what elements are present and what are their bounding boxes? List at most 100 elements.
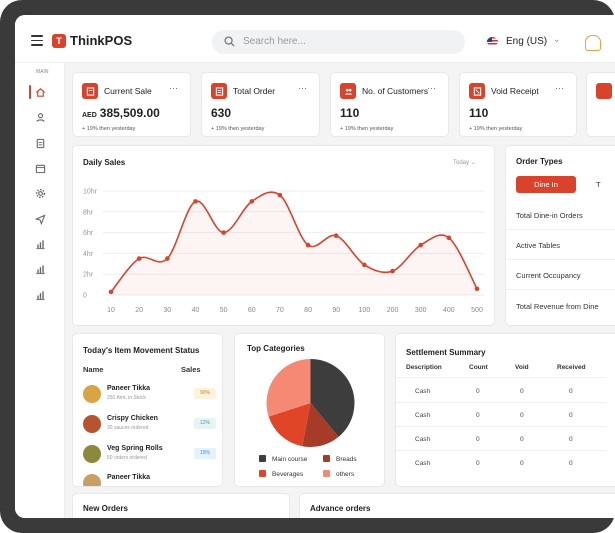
data-point[interactable] <box>193 199 198 204</box>
divider <box>396 377 606 378</box>
item-sub: 250 Amt. in Stock <box>107 395 146 401</box>
x-tick-label: 80 <box>304 307 312 314</box>
table-cell: 0 <box>476 460 480 467</box>
pie-slice[interactable] <box>268 403 311 447</box>
table-cell: 0 <box>476 412 480 419</box>
stat-title: Void Receipt <box>491 86 539 96</box>
data-point[interactable] <box>418 242 423 248</box>
data-point[interactable] <box>108 289 114 295</box>
x-tick-label: 60 <box>248 307 256 314</box>
sidebar-item-reports[interactable] <box>32 135 48 151</box>
stat-amount: 385,509.00 <box>99 106 160 120</box>
sidebar-item-analytics-1[interactable] <box>32 236 48 252</box>
table-cell: 0 <box>476 388 480 395</box>
sidebar-item-calendar[interactable] <box>32 160 48 176</box>
data-point[interactable] <box>277 192 283 198</box>
series-line <box>110 191 478 293</box>
tab-takeaway[interactable]: T <box>596 180 601 189</box>
tab-dine-in[interactable]: Dine In <box>516 176 576 193</box>
more-icon[interactable]: ··· <box>298 83 307 93</box>
stat-value: 110 <box>469 106 489 120</box>
dish-image <box>83 445 101 463</box>
col-void: Void <box>515 364 529 371</box>
sidebar-item-analytics-2[interactable] <box>32 261 48 277</box>
search-input[interactable]: Search here... <box>212 30 465 54</box>
y-tick-label: 0 <box>83 293 87 300</box>
sales-badge: 15% <box>194 448 216 459</box>
stat-card-customers[interactable]: No. of Customers ··· 110 + 19% then yest… <box>330 72 449 137</box>
table-cell: 0 <box>520 412 524 419</box>
list-item[interactable]: Veg Spring Rolls 50 orders ordered 15% <box>83 443 216 467</box>
pie-slice[interactable] <box>302 403 339 447</box>
x-tick-label: 70 <box>276 307 284 314</box>
sidebar-item-send[interactable] <box>32 211 48 227</box>
data-point[interactable] <box>221 230 226 235</box>
order-icon <box>211 83 227 99</box>
table-cell: 0 <box>520 436 524 443</box>
data-point[interactable] <box>390 268 395 274</box>
order-types-title: Order Types <box>516 157 563 166</box>
sidebar-item-settings[interactable] <box>32 185 48 201</box>
data-point[interactable] <box>333 233 339 239</box>
document-icon <box>36 138 44 148</box>
home-icon <box>35 87 45 97</box>
data-point[interactable] <box>446 235 452 241</box>
divider <box>506 259 615 260</box>
stat-card-total-order[interactable]: Total Order ··· 630 + 19% then yesterday <box>201 72 320 137</box>
col-count: Count <box>469 364 488 371</box>
list-item[interactable]: Paneer Tikka <box>83 472 213 486</box>
menu-icon[interactable] <box>31 35 43 46</box>
sidebar-item-home[interactable] <box>29 84 48 100</box>
data-point[interactable] <box>165 256 170 261</box>
stat-card-current-sale[interactable]: Current Sale ··· AED 385,509.00 + 19% the… <box>72 72 191 137</box>
dish-image <box>83 385 101 403</box>
chevron-down-icon[interactable]: ⌄ <box>553 34 561 44</box>
order-type-row: Active Tables <box>516 241 561 250</box>
x-tick-label: 400 <box>443 307 455 314</box>
data-point[interactable] <box>136 256 142 261</box>
pie-slice[interactable] <box>310 359 355 437</box>
x-tick-label: 10 <box>107 307 115 314</box>
language-selector[interactable]: Eng (US) <box>506 36 548 47</box>
list-item[interactable]: Crispy Chicken 30 sauces ordered 12% <box>83 413 216 437</box>
pie-slice[interactable] <box>266 359 311 417</box>
period-dropdown[interactable]: Today ⌄ <box>453 159 476 166</box>
data-point[interactable] <box>249 199 255 204</box>
x-tick-label: 100 <box>359 307 371 314</box>
more-icon[interactable]: ··· <box>169 83 178 93</box>
legend-item: others <box>323 470 354 478</box>
table-cell: 0 <box>569 388 573 395</box>
y-tick-label: 6hr <box>83 230 94 237</box>
daily-sales-title: Daily Sales <box>83 158 126 167</box>
bell-icon[interactable] <box>585 35 601 51</box>
app-screen: T ThinkPOS Search here... Eng (US) ⌄ MAI… <box>15 15 615 518</box>
category-pie-chart <box>266 359 355 447</box>
dish-image <box>83 415 101 433</box>
data-point[interactable] <box>305 242 311 248</box>
x-tick-label: 300 <box>415 307 427 314</box>
sidebar-item-users[interactable] <box>32 109 48 125</box>
more-icon[interactable]: ··· <box>555 83 564 93</box>
y-tick-label: 8hr <box>83 209 94 216</box>
sidebar: MAIN <box>15 63 65 518</box>
item-name: Paneer Tikka <box>107 474 151 481</box>
x-tick-label: 50 <box>220 307 228 314</box>
data-point[interactable] <box>362 262 367 268</box>
col-received: Received <box>557 364 586 371</box>
top-bar: T ThinkPOS Search here... Eng (US) ⌄ <box>15 15 615 63</box>
list-item[interactable]: Paneer Tikka 250 Amt. in Stock 90% <box>83 383 216 407</box>
order-type-row: Total Revenue from Dine <box>516 302 599 311</box>
col-name: Name <box>83 365 104 374</box>
sidebar-item-analytics-3[interactable] <box>32 287 48 303</box>
data-point[interactable] <box>474 286 480 292</box>
daily-sales-card: Daily Sales Today ⌄ 0 2hr 4hr 6hr 8hr 10hr 10 2… <box>72 145 495 326</box>
item-sub: 30 sauces ordered <box>107 425 149 431</box>
stat-trend: + 19% then yesterday <box>340 126 394 132</box>
stat-icon <box>596 83 612 99</box>
table-cell: Cash <box>415 436 431 443</box>
receipt-icon <box>82 83 98 99</box>
table-cell: Cash <box>415 412 431 419</box>
users-icon <box>340 83 356 99</box>
stat-card-void-receipt[interactable]: Void Receipt ··· 110 + 19% then yesterda… <box>459 72 577 137</box>
more-icon[interactable]: ··· <box>427 83 436 93</box>
